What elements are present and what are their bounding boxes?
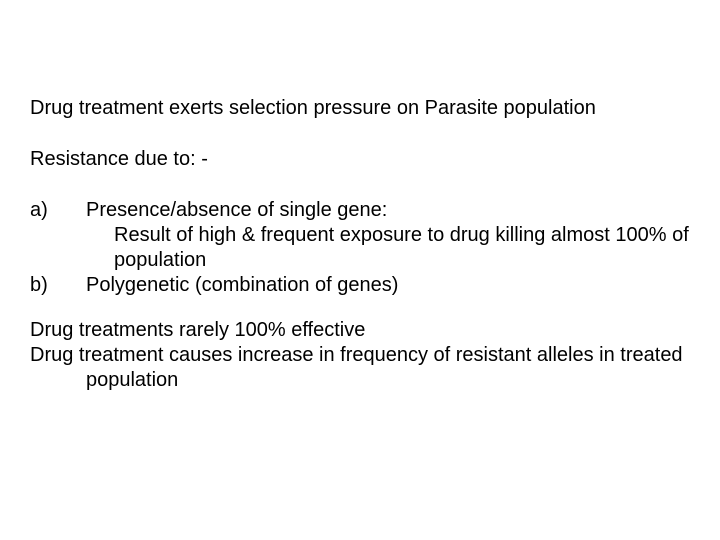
closing-line2a: Drug treatment causes increase in freque… <box>30 343 690 368</box>
intro-text: Drug treatment exerts selection pressure… <box>30 96 690 121</box>
closing-line2b: population <box>30 368 690 393</box>
list-marker-a: a) <box>30 198 86 273</box>
list-marker-b: b) <box>30 273 86 298</box>
closing-line1: Drug treatments rarely 100% effective <box>30 318 690 343</box>
resistance-heading: Resistance due to: - <box>30 147 690 172</box>
spacer <box>30 127 690 147</box>
item-a-line1: Presence/absence of single gene: <box>86 198 690 223</box>
list-item-b: Polygenetic (combination of genes) <box>86 273 690 298</box>
closing-block: Drug treatments rarely 100% effective Dr… <box>30 318 690 393</box>
spacer <box>30 298 690 318</box>
list-item-a: Presence/absence of single gene: Result … <box>86 198 690 273</box>
item-b-line1: Polygenetic (combination of genes) <box>86 273 690 298</box>
item-a-line2: Result of high & frequent exposure to dr… <box>86 223 690 273</box>
slide: Drug treatment exerts selection pressure… <box>0 0 720 540</box>
spacer <box>30 178 690 198</box>
resistance-list: a) Presence/absence of single gene: Resu… <box>30 198 690 298</box>
